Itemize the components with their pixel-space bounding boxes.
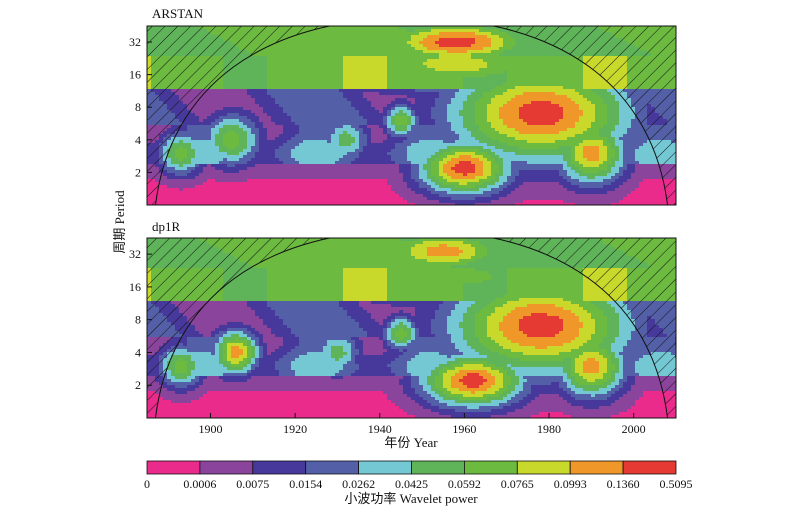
colorbar-swatch [200,461,253,474]
colorbar-swatch [147,461,200,474]
colorbar-tick-label: 0.0154 [289,477,322,491]
x-tick-label: 1980 [537,422,561,436]
colorbar-tick-label: 0 [144,477,150,491]
colorbar-tick-label: 0.0765 [501,477,534,491]
colorbar-tick-label: 0.0075 [236,477,269,491]
y-tick-label: 8 [135,100,141,114]
colorbar-swatch [412,461,465,474]
colorbar-swatch [306,461,359,474]
colorbar-swatch [570,461,623,474]
y-tick-label: 4 [135,345,141,359]
colorbar-swatch [517,461,570,474]
y-tick-label: 16 [129,280,141,294]
colorbar-tick-label: 0.0425 [395,477,428,491]
colorbar-tick-label: 0.0006 [183,477,216,491]
panel-arstan: ARSTAN 2 4 8 16 32 [129,6,679,206]
y-tick-label: 2 [135,378,141,392]
x-tick-label: 1920 [283,422,307,436]
colorbar-tick-label: 0.5095 [660,477,693,491]
y-tick-label: 4 [135,133,141,147]
y-tick-label: 32 [129,35,141,49]
colorbar-tick-label: 0.0592 [448,477,481,491]
colorbar-tick-label: 0.1360 [607,477,640,491]
x-tick-label: 1960 [452,422,476,436]
colorbar-swatch [359,461,412,474]
y-tick-label: 16 [129,68,141,82]
colorbar-swatch [623,461,676,474]
panel-title-arstan: ARSTAN [152,6,204,21]
colorbar: 0 0.0006 0.0075 0.0154 0.0262 0.0425 0.0592 0.0… [144,461,693,491]
y-tick-label: 32 [129,247,141,261]
y-axis-label: 周期 Period [112,190,127,254]
x-axis-label: 年份 Year [384,435,438,450]
colorbar-swatch [253,461,306,474]
x-tick-label: 1900 [198,422,222,436]
panel-dp1r: dp1R 2 4 8 16 32 1900 1920 1940 1960 1980 2000 [129,219,679,436]
colorbar-swatch [464,461,517,474]
colorbar-label: 小波功率 Wavelet power [344,491,478,506]
y-tick-label: 2 [135,165,141,179]
x-tick-label: 2000 [622,422,646,436]
y-tick-label: 8 [135,313,141,327]
colorbar-tick-label: 0.0262 [342,477,375,491]
colorbar-tick-label: 0.0993 [554,477,587,491]
x-tick-label: 1940 [368,422,392,436]
panel-title-dp1r: dp1R [152,219,181,234]
